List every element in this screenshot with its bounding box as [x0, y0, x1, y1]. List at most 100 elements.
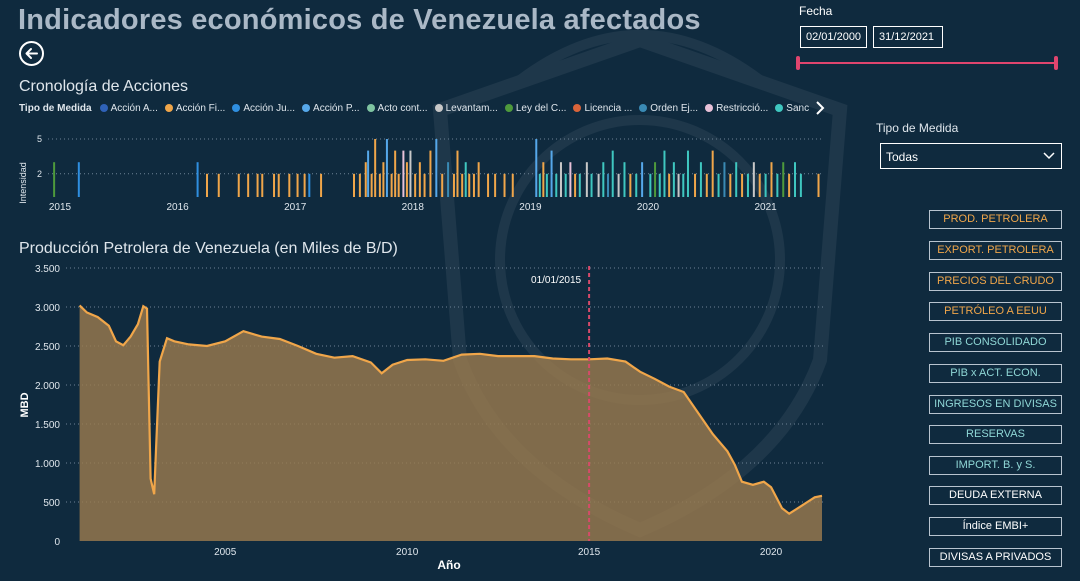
- legend-item[interactable]: Acción P...: [302, 103, 360, 114]
- timeline-event-bar: [654, 162, 657, 197]
- timeline-event-bar: [353, 173, 355, 197]
- timeline-x-tick: 2020: [637, 202, 660, 213]
- timeline-event-bar: [53, 162, 56, 197]
- end-date-input[interactable]: 31/12/2021: [873, 26, 943, 48]
- legend-item[interactable]: Acción Fi...: [164, 102, 226, 114]
- production-x-tick: 2005: [214, 547, 237, 558]
- production-y-tick: 0: [54, 537, 60, 548]
- timeline-x-tick: 2019: [519, 202, 542, 213]
- nav-button-índice-embi[interactable]: Índice EMBI+: [929, 517, 1062, 536]
- timeline-event-bar: [677, 173, 680, 197]
- timeline-event-bar: [741, 173, 744, 197]
- timeline-event-bar: [374, 139, 377, 197]
- timeline-event-bar: [385, 139, 388, 197]
- legend-item-label: Orden Ej...: [650, 102, 699, 114]
- timeline-event-bar: [261, 173, 264, 197]
- timeline-event-bar: [394, 150, 397, 197]
- date-filter-label: Fecha: [799, 4, 833, 18]
- nav-button-reservas[interactable]: RESERVAS: [929, 425, 1062, 444]
- timeline-event-bar: [607, 173, 610, 197]
- legend-item[interactable]: Acción Ju...: [232, 103, 295, 114]
- legend-item-label: Acción Ju...: [243, 102, 296, 114]
- legend-title: Tipo de Medida: [19, 102, 92, 114]
- nav-button-petróleo-a-eeuu[interactable]: PETRÓLEO A EEUU: [929, 302, 1062, 321]
- timeline-event-bar: [705, 173, 708, 197]
- back-button[interactable]: [19, 41, 44, 66]
- nav-button-export-petrolera[interactable]: EXPORT. PETROLERA: [929, 241, 1062, 260]
- legend-dot: [775, 104, 784, 112]
- timeline-event-bar: [447, 162, 450, 197]
- timeline-event-bar: [668, 173, 671, 197]
- production-chart-title: Producción Petrolera de Venezuela (en Mi…: [19, 240, 398, 257]
- timeline-legend: Tipo de Medida Acción A... Acción Fi... Ac…: [19, 101, 809, 115]
- timeline-event-bar: [564, 173, 567, 197]
- timeline-event-bar: [320, 173, 323, 197]
- timeline-event-bar: [468, 173, 471, 197]
- legend-item-label: Acción Fi...: [175, 102, 226, 114]
- timeline-event-bar: [542, 162, 545, 197]
- timeline-event-bar: [682, 173, 685, 197]
- timeline-event-bar: [597, 173, 600, 197]
- legend-item-label: Acto cont...: [377, 102, 428, 114]
- timeline-event-bar: [641, 162, 644, 197]
- timeline-event-bar: [550, 150, 553, 197]
- legend-item-label: Acción P...: [313, 102, 360, 114]
- timeline-event-bar: [629, 173, 632, 197]
- timeline-event-bar: [472, 173, 475, 197]
- start-date-input[interactable]: 02/01/2000: [800, 26, 867, 48]
- timeline-event-bar: [288, 173, 291, 197]
- nav-button-import-b-y-s[interactable]: IMPORT. B. y S.: [929, 456, 1062, 475]
- production-chart: 0 500 1.000 1.500 2.000 2.500 3.000 3.500 01/01…: [19, 264, 825, 572]
- timeline-event-bar: [511, 173, 514, 197]
- tipo-medida-select[interactable]: Todas: [880, 143, 1062, 169]
- timeline-event-bar: [237, 173, 240, 197]
- legend-item[interactable]: Restricció...: [705, 103, 768, 114]
- timeline-event-bar: [77, 162, 80, 197]
- nav-button-deuda-externa[interactable]: DEUDA EXTERNA: [929, 486, 1062, 505]
- legend-item[interactable]: Levantam...: [434, 103, 498, 114]
- timeline-event-bar: [723, 162, 726, 197]
- nav-button-ingresos-en-divisas[interactable]: INGRESOS EN DIVISAS: [929, 395, 1062, 414]
- nav-button-pib-consolidado[interactable]: PIB CONSOLIDADO: [929, 333, 1062, 352]
- production-line: [78, 304, 823, 516]
- tipo-medida-label: Tipo de Medida: [876, 121, 959, 135]
- timeline-event-bar: [602, 162, 605, 197]
- legend-item[interactable]: Sanción a...: [775, 103, 809, 114]
- timeline-event-bar: [574, 173, 577, 197]
- timeline-event-bar: [382, 162, 385, 197]
- timeline-event-bar: [758, 173, 761, 197]
- nav-button-pib-x-act-econ[interactable]: PIB x ACT. ECON.: [929, 364, 1062, 383]
- timeline-event-bar: [538, 173, 541, 197]
- timeline-x-tick: 2017: [284, 202, 307, 213]
- legend-dot: [164, 104, 173, 112]
- timeline-grid: 25: [37, 134, 822, 179]
- nav-button-precios-del-crudo[interactable]: PRECIOS DEL CRUDO: [929, 272, 1062, 291]
- nav-button-divisas-a-privados[interactable]: DIVISAS A PRIVADOS: [929, 548, 1062, 567]
- timeline-event-bar: [649, 173, 652, 197]
- legend-item[interactable]: Licencia ...: [573, 103, 632, 114]
- caret-right-icon[interactable]: [815, 101, 825, 115]
- timeline-event-bar: [717, 173, 720, 197]
- production-x-tick: 2010: [396, 547, 419, 558]
- legend-dot: [366, 104, 375, 112]
- date-range-start-handle[interactable]: [796, 56, 800, 70]
- timeline-y-axis-label: Intensidad: [18, 162, 28, 204]
- timeline-event-bar: [559, 162, 562, 197]
- date-range-slider-track[interactable]: [798, 62, 1056, 64]
- timeline-event-bar: [770, 162, 773, 197]
- date-range-end-handle[interactable]: [1054, 56, 1058, 70]
- reference-line-group: 01/01/2015: [531, 266, 591, 541]
- legend-item[interactable]: Orden Ej...: [639, 103, 698, 114]
- production-x-tick: 2015: [578, 547, 601, 558]
- timeline-event-bar: [817, 173, 820, 197]
- legend-item[interactable]: Acción A...: [99, 103, 158, 114]
- timeline-axis: 2015 2016 2017 2018 2019 2020 2021: [49, 202, 777, 213]
- timeline-event-bar: [764, 173, 767, 197]
- legend-dot: [504, 104, 513, 112]
- production-area: [79, 305, 823, 541]
- legend-item[interactable]: Acto cont...: [366, 102, 428, 114]
- legend-item[interactable]: Ley del C...: [504, 103, 566, 114]
- nav-button-prod-petrolera[interactable]: PROD. PETROLERA: [929, 210, 1062, 229]
- timeline-y-tick: 2: [37, 169, 42, 179]
- timeline-event-bar: [367, 150, 370, 197]
